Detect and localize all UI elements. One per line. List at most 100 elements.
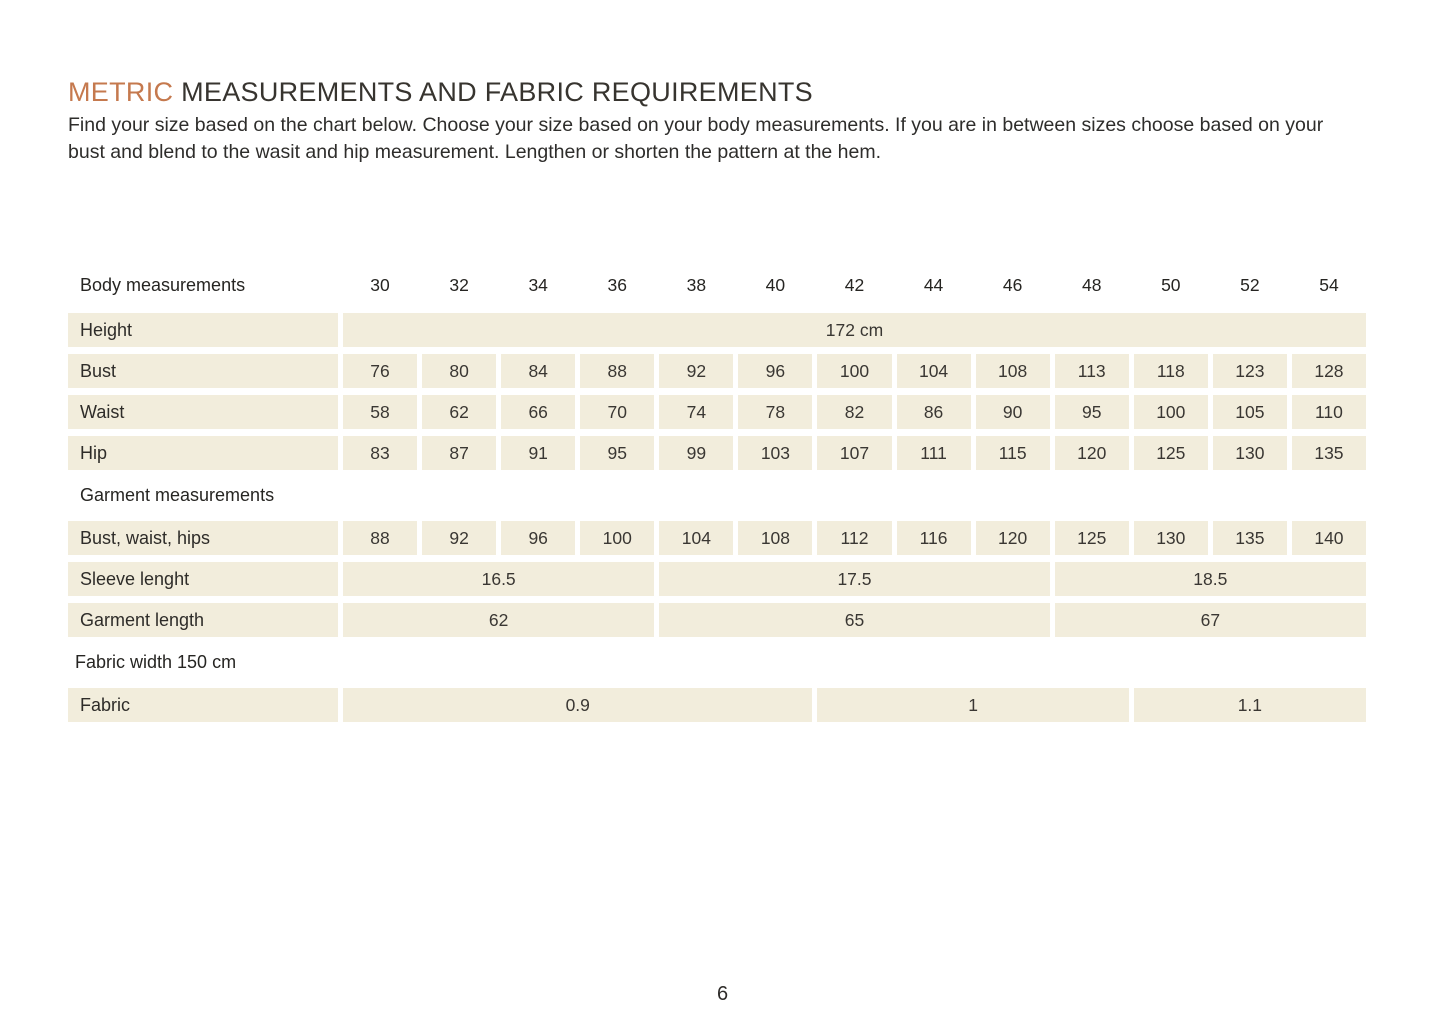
value-cell: 88 xyxy=(580,354,655,388)
value-cell: 76 xyxy=(343,354,418,388)
value-cell: 112 xyxy=(817,521,892,555)
value-cell: 62 xyxy=(422,395,497,429)
size-header-cell-30: 30 xyxy=(370,274,390,295)
row-label-sleeve-lenght: Sleeve lenght xyxy=(68,562,338,596)
section-label-fabric-width-150-cm: Fabric width 150 cm xyxy=(75,651,237,672)
value-cell: 70 xyxy=(580,395,655,429)
row-label-hip: Hip xyxy=(68,436,338,470)
value-cell: 90 xyxy=(975,395,1050,429)
value-cell: 91 xyxy=(501,436,576,470)
value-cell: 103 xyxy=(738,436,813,470)
size-header-cell-38: 38 xyxy=(686,274,707,295)
merged-value-cell: 16.5 xyxy=(343,562,655,596)
row-label-bust: Bust xyxy=(68,354,338,388)
value-cell: 80 xyxy=(422,354,497,388)
intro-text: Find your size based on the chart below.… xyxy=(68,114,1324,163)
size-header-cell-34: 34 xyxy=(528,274,548,295)
value-cell: 113 xyxy=(1054,354,1129,388)
value-cell: 95 xyxy=(580,436,655,470)
value-cell: 100 xyxy=(1133,395,1208,429)
row-label-bust-waist-hips: Bust, waist, hips xyxy=(68,521,338,555)
table-row-hip: Hip 83 87 91 95 99 103 107 111 115 120 125 130 135 xyxy=(68,436,1366,470)
value-cell: 95 xyxy=(1054,395,1129,429)
value-cell: 96 xyxy=(738,354,813,388)
value-cell: 92 xyxy=(422,521,497,555)
value-cell: 88 xyxy=(343,521,418,555)
value-cell: 125 xyxy=(1054,521,1129,555)
value-cell: 108 xyxy=(738,521,813,555)
merged-value-cell: 62 xyxy=(343,603,655,637)
value-cell: 92 xyxy=(659,354,734,388)
table-row-height: Height 172 cm xyxy=(68,313,1366,347)
size-header-cell-36: 36 xyxy=(607,274,627,295)
value-cell: 84 xyxy=(501,354,576,388)
value-cell: 130 xyxy=(1212,436,1287,470)
value-cell: 120 xyxy=(975,521,1050,555)
value-cell: 140 xyxy=(1291,521,1366,555)
value-cell: 135 xyxy=(1212,521,1287,555)
size-header-cell-42: 42 xyxy=(844,274,865,295)
merged-value-cell: 65 xyxy=(659,603,1050,637)
size-header-cell-50: 50 xyxy=(1161,274,1181,295)
page-number: 6 xyxy=(716,983,729,1005)
value-cell: 123 xyxy=(1212,354,1287,388)
size-header-cell-32: 32 xyxy=(449,274,469,295)
value-cell: 87 xyxy=(422,436,497,470)
size-header-cell-52: 52 xyxy=(1240,274,1260,295)
page-title: METRIC MEASUREMENTS AND FABRIC REQUIREME… xyxy=(68,76,1366,108)
page-content: METRIC MEASUREMENTS AND FABRIC REQUIREME… xyxy=(68,0,1366,729)
size-header-cell-46: 46 xyxy=(1002,274,1023,295)
row-label-waist: Waist xyxy=(68,395,338,429)
value-cell: 118 xyxy=(1133,354,1208,388)
value-cell: 66 xyxy=(501,395,576,429)
value-cell: 107 xyxy=(817,436,892,470)
value-cell: 120 xyxy=(1054,436,1129,470)
merged-value-cell: 0.9 xyxy=(343,688,813,722)
value-cell: 100 xyxy=(580,521,655,555)
size-header-cell-40: 40 xyxy=(765,274,786,295)
table-row-bust-waist-hips: Bust, waist, hips 88 92 96 100 104 108 112 116 12… xyxy=(68,521,1366,555)
value-cell: 128 xyxy=(1291,354,1366,388)
merged-value-cell: 17.5 xyxy=(659,562,1050,596)
value-cell: 116 xyxy=(896,521,971,555)
merged-value-cell: 172 cm xyxy=(343,313,1366,347)
value-cell: 111 xyxy=(896,436,971,470)
title-rest: MEASUREMENTS AND FABRIC REQUIREMENTS xyxy=(173,77,813,107)
value-cell: 130 xyxy=(1133,521,1208,555)
value-cell: 104 xyxy=(896,354,971,388)
row-label-garment-length: Garment length xyxy=(68,603,338,637)
size-header-cell-44: 44 xyxy=(923,274,944,295)
value-cell: 82 xyxy=(817,395,892,429)
table-row-body-measurements: Body measurements 30 32 34 36 38 40 42 44 46 48 50 5… xyxy=(68,268,1366,302)
row-label-height: Height xyxy=(68,313,338,347)
value-cell: 105 xyxy=(1212,395,1287,429)
merged-value-cell: 18.5 xyxy=(1054,562,1366,596)
merged-value-cell: 67 xyxy=(1054,603,1366,637)
size-header-cell-48: 48 xyxy=(1081,274,1102,295)
value-cell: 110 xyxy=(1291,395,1366,429)
table-row-bust: Bust 76 80 84 88 92 96 100 104 108 113 118 123 128 xyxy=(68,354,1366,388)
value-cell: 86 xyxy=(896,395,971,429)
value-cell: 125 xyxy=(1133,436,1208,470)
merged-value-cell: 1 xyxy=(817,688,1129,722)
value-cell: 83 xyxy=(343,436,418,470)
table-row-garment-length: Garment length 62 65 67 xyxy=(68,603,1366,637)
merged-value-cell: 1.1 xyxy=(1133,688,1366,722)
section-label-garment-measurements: Garment measurements xyxy=(80,484,275,505)
size-header-cell-54: 54 xyxy=(1319,274,1339,295)
value-cell: 104 xyxy=(659,521,734,555)
row-label-body-measurements: Body measurements xyxy=(80,274,246,295)
table-row-fabric: Fabric 0.9 1 1.1 xyxy=(68,688,1366,722)
value-cell: 78 xyxy=(738,395,813,429)
table-row-sleeve-lenght: Sleeve lenght 16.5 17.5 18.5 xyxy=(68,562,1366,596)
value-cell: 115 xyxy=(975,436,1050,470)
table-row-waist: Waist 58 62 66 70 74 78 82 86 90 95 100 105 110 xyxy=(68,395,1366,429)
value-cell: 96 xyxy=(501,521,576,555)
value-cell: 99 xyxy=(659,436,734,470)
title-accent: METRIC xyxy=(68,77,174,107)
value-cell: 135 xyxy=(1291,436,1366,470)
value-cell: 108 xyxy=(975,354,1050,388)
row-label-fabric: Fabric xyxy=(68,688,338,722)
measurement-table: Body measurements 30 32 34 36 38 40 42 44 46 48 50 5… xyxy=(68,268,1366,722)
